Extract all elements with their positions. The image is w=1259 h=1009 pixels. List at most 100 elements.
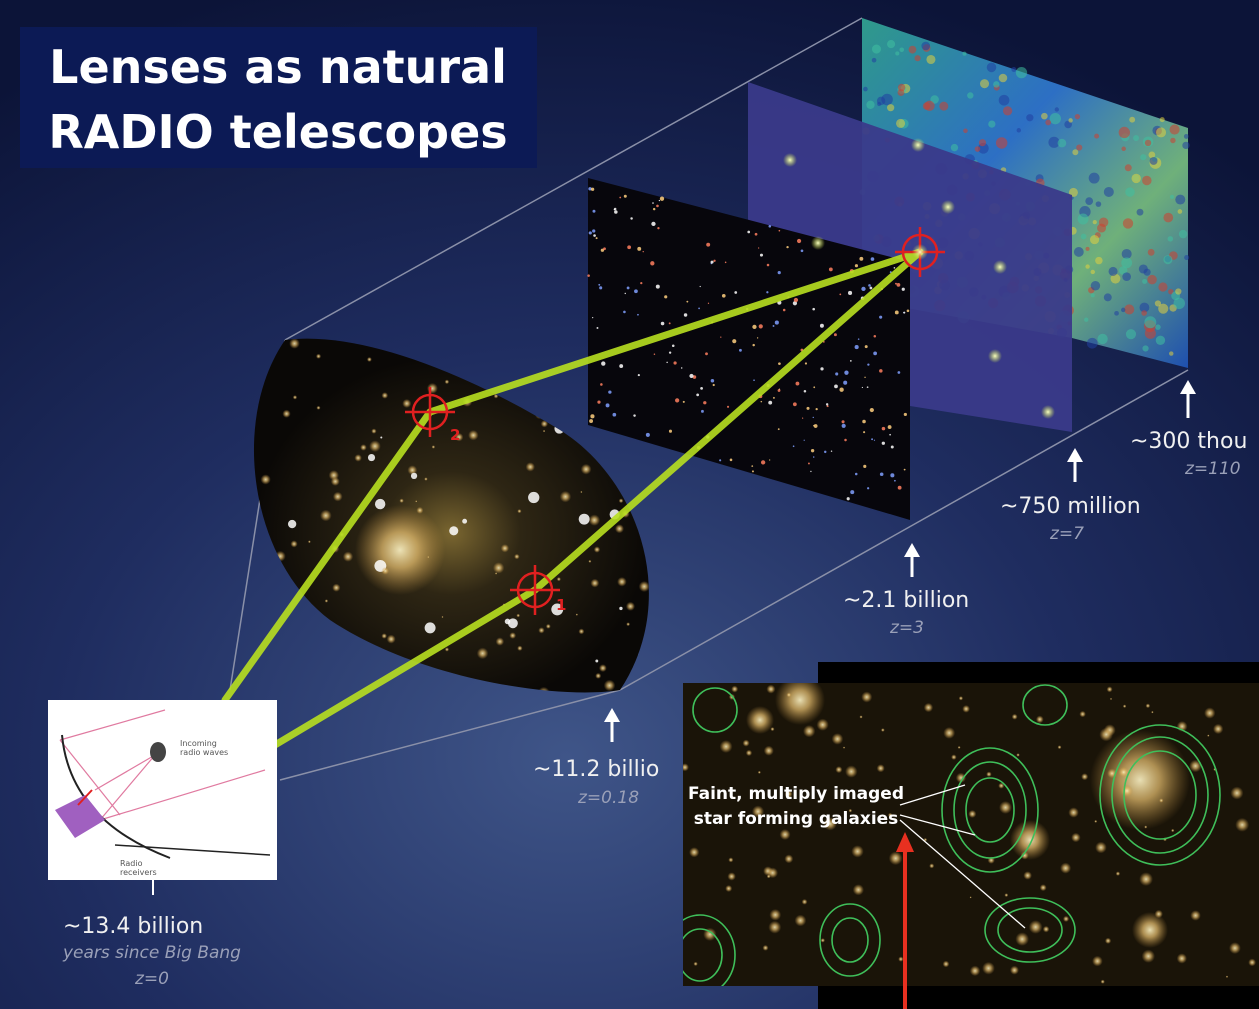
speck bbox=[538, 627, 545, 634]
speck bbox=[968, 809, 977, 818]
speck bbox=[1023, 871, 1032, 880]
speck bbox=[921, 41, 931, 51]
speck bbox=[803, 725, 816, 738]
speck bbox=[763, 745, 774, 756]
speck bbox=[492, 562, 505, 574]
speck bbox=[507, 618, 518, 629]
speck bbox=[926, 54, 936, 65]
speck bbox=[415, 500, 418, 503]
speck bbox=[589, 419, 594, 423]
speck bbox=[1089, 234, 1100, 245]
speck bbox=[908, 45, 917, 54]
speck bbox=[1176, 953, 1188, 964]
speck bbox=[1011, 67, 1017, 73]
speck bbox=[870, 257, 875, 261]
speck bbox=[929, 863, 935, 869]
speck bbox=[1095, 201, 1102, 207]
speck bbox=[698, 307, 700, 310]
speck bbox=[760, 400, 763, 403]
speck bbox=[951, 754, 957, 760]
speck bbox=[893, 267, 896, 269]
speck bbox=[660, 321, 665, 326]
speck bbox=[675, 398, 680, 403]
speck bbox=[793, 297, 799, 303]
speck bbox=[1085, 197, 1094, 205]
speck bbox=[1204, 707, 1216, 719]
speck bbox=[1041, 405, 1055, 419]
speck bbox=[671, 344, 675, 348]
speck bbox=[998, 73, 1008, 83]
speck bbox=[786, 245, 789, 249]
speck bbox=[914, 55, 921, 62]
speck bbox=[896, 118, 906, 128]
speck bbox=[381, 392, 389, 399]
speck bbox=[792, 402, 797, 407]
speck bbox=[895, 51, 900, 56]
speck bbox=[645, 432, 650, 437]
speck bbox=[1097, 223, 1106, 233]
speck bbox=[1159, 117, 1165, 123]
speck bbox=[768, 400, 773, 405]
speck bbox=[592, 317, 594, 319]
speck bbox=[942, 960, 950, 968]
speck bbox=[1228, 942, 1241, 955]
epoch-unit: years since Big Bang bbox=[62, 943, 241, 963]
speck bbox=[637, 373, 640, 377]
speck bbox=[815, 407, 818, 411]
speck bbox=[941, 200, 955, 214]
speck bbox=[833, 333, 837, 337]
speck bbox=[825, 403, 829, 406]
speck bbox=[1081, 773, 1089, 781]
speck bbox=[844, 438, 847, 442]
speck bbox=[1068, 118, 1073, 123]
speck bbox=[701, 409, 704, 413]
lens-cluster bbox=[253, 338, 649, 693]
speck bbox=[897, 485, 902, 490]
speck bbox=[399, 498, 404, 503]
speck bbox=[1094, 133, 1100, 139]
speck bbox=[315, 353, 322, 359]
speck bbox=[1169, 351, 1174, 356]
speck bbox=[778, 388, 781, 390]
speck bbox=[903, 311, 906, 314]
speck bbox=[668, 351, 672, 354]
speck bbox=[873, 351, 877, 356]
speck bbox=[955, 772, 967, 783]
speck bbox=[703, 927, 717, 941]
speck bbox=[1158, 282, 1168, 292]
epoch-redshift: z=7 bbox=[1049, 524, 1084, 544]
speck bbox=[773, 396, 775, 399]
epoch-redshift: z=0.18 bbox=[577, 788, 639, 808]
speck bbox=[762, 944, 769, 951]
speck bbox=[402, 398, 412, 409]
speck bbox=[601, 361, 606, 366]
speck bbox=[1142, 175, 1152, 186]
epoch-redshift: z=3 bbox=[889, 618, 924, 638]
speck bbox=[619, 196, 622, 199]
speck bbox=[890, 473, 895, 478]
speck bbox=[1129, 116, 1136, 123]
speck bbox=[454, 432, 464, 442]
speck bbox=[863, 431, 866, 434]
speck bbox=[854, 345, 859, 350]
speck bbox=[371, 428, 377, 434]
speck bbox=[650, 261, 655, 266]
speck bbox=[857, 338, 860, 340]
speck bbox=[367, 453, 376, 462]
speck bbox=[1122, 272, 1131, 281]
speck bbox=[873, 439, 876, 441]
speck bbox=[444, 647, 450, 652]
speck bbox=[588, 559, 592, 563]
speck bbox=[881, 441, 885, 445]
speck bbox=[287, 519, 297, 529]
speck bbox=[1060, 862, 1072, 874]
speck bbox=[812, 416, 814, 419]
speck bbox=[700, 386, 703, 390]
speck bbox=[637, 313, 639, 316]
speck bbox=[1108, 266, 1118, 276]
speck bbox=[898, 956, 904, 962]
speck bbox=[449, 526, 459, 536]
speck bbox=[1124, 164, 1132, 172]
speck bbox=[782, 308, 786, 312]
speck bbox=[380, 436, 383, 439]
